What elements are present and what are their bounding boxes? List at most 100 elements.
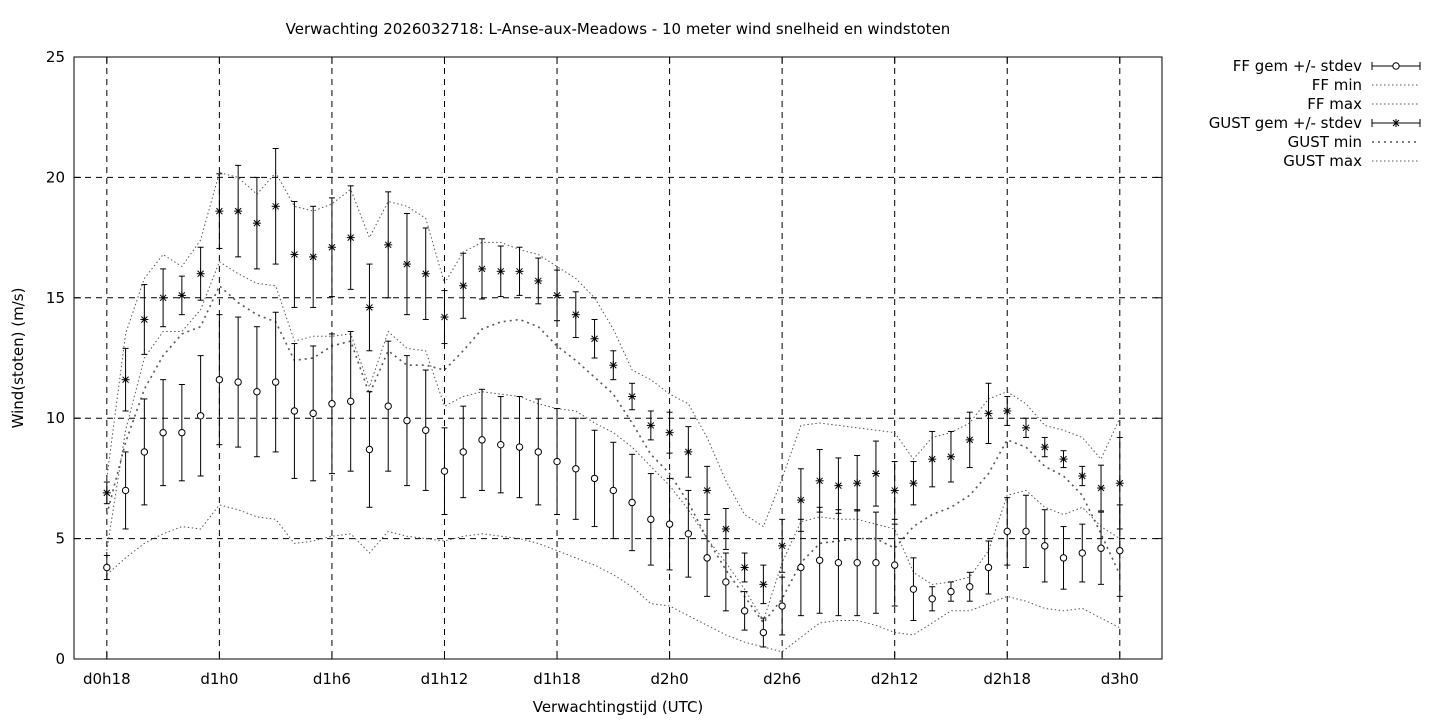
data-point [684, 530, 693, 538]
data-point [815, 476, 824, 485]
data-point [384, 402, 392, 410]
star-stroke [1392, 119, 1400, 127]
x-tick-label: d0h18 [83, 670, 131, 688]
star-stroke [647, 422, 655, 429]
data-point [234, 378, 242, 386]
star-stroke [216, 207, 223, 215]
data-point [497, 440, 505, 449]
series-layer [102, 148, 1124, 653]
data-point [346, 397, 355, 406]
star-stroke [122, 376, 129, 384]
star-stroke [347, 234, 355, 241]
axes: 0 5 10 15 20 25 d0h18 d1h0 d1h6 d1h12 d1h18 d2h0 d2h… [46, 48, 1162, 688]
data-point [177, 291, 186, 300]
star-stroke [628, 393, 636, 400]
data-point [215, 207, 224, 216]
star-stroke [910, 479, 917, 487]
data-point [103, 563, 111, 572]
star-stroke [159, 294, 167, 302]
legend-label: FF gem +/- stdev [1233, 57, 1362, 75]
data-point [946, 452, 955, 461]
star-stroke [722, 525, 730, 533]
data-point [740, 607, 749, 615]
data-point [309, 409, 317, 418]
star-stroke [572, 311, 580, 319]
data-point [365, 445, 374, 454]
data-point [515, 443, 524, 451]
star-stroke [1003, 407, 1011, 415]
data-point [1003, 527, 1011, 536]
data-point [1022, 527, 1030, 536]
x-tick-label: d1h12 [421, 670, 469, 688]
star-stroke [760, 580, 767, 588]
data-point [159, 428, 167, 437]
legend-label: FF min [1312, 76, 1362, 94]
star-stroke [816, 477, 824, 485]
star-stroke [741, 564, 748, 571]
legend-marker [1392, 62, 1400, 70]
data-point [159, 293, 168, 302]
data-point [290, 250, 299, 259]
star-stroke [1041, 443, 1049, 451]
data-point [984, 409, 993, 418]
data-point [478, 264, 486, 273]
star-stroke [1078, 472, 1086, 480]
data-point [403, 416, 411, 425]
data-point [590, 474, 599, 483]
x-tick-label: d3h0 [1101, 670, 1139, 688]
data-point [271, 378, 280, 386]
star-stroke [872, 470, 880, 477]
data-point [365, 303, 374, 312]
star-stroke [609, 361, 617, 369]
data-point [928, 595, 936, 603]
star-stroke [591, 335, 598, 343]
data-point [215, 375, 224, 384]
data-point [947, 587, 955, 596]
data-point [553, 291, 562, 300]
data-point [778, 541, 787, 550]
x-tick-label: d2h18 [983, 670, 1031, 688]
star-stroke [103, 489, 111, 497]
data-point [346, 233, 355, 242]
star-stroke [1116, 479, 1124, 487]
data-point [1116, 546, 1124, 555]
data-point [196, 412, 205, 420]
data-point [496, 267, 505, 276]
star-stroke [684, 448, 692, 456]
star-stroke [835, 482, 842, 489]
x-tick-label: d2h12 [871, 670, 919, 688]
data-point [909, 479, 918, 488]
data-point [1078, 471, 1087, 480]
data-point [815, 556, 824, 564]
data-point [140, 448, 149, 456]
star-stroke [384, 241, 392, 249]
star-stroke [947, 453, 955, 461]
star-stroke [703, 487, 711, 494]
star-stroke [778, 542, 786, 550]
legend-label: GUST max [1283, 152, 1362, 170]
data-point [703, 486, 712, 495]
legend-marker [1392, 119, 1400, 127]
data-point [853, 479, 862, 488]
data-point [703, 554, 711, 562]
data-point [234, 207, 243, 216]
data-point [327, 243, 336, 252]
data-point [1022, 423, 1030, 432]
data-point [834, 558, 843, 567]
star-stroke [666, 429, 673, 437]
data-point [140, 315, 149, 324]
y-tick-label: 5 [55, 530, 65, 548]
data-point [628, 392, 637, 401]
x-tick-label: d1h0 [200, 670, 238, 688]
data-point [797, 563, 805, 572]
data-point [422, 426, 430, 434]
data-point [459, 448, 467, 456]
data-point [759, 580, 768, 589]
data-point [534, 448, 542, 456]
star-stroke [797, 496, 805, 504]
legend-label: GUST gem +/- stdev [1209, 114, 1362, 132]
data-point [872, 558, 880, 567]
x-tick-label: d1h6 [313, 670, 351, 688]
data-point [590, 334, 599, 343]
data-point [965, 435, 974, 444]
